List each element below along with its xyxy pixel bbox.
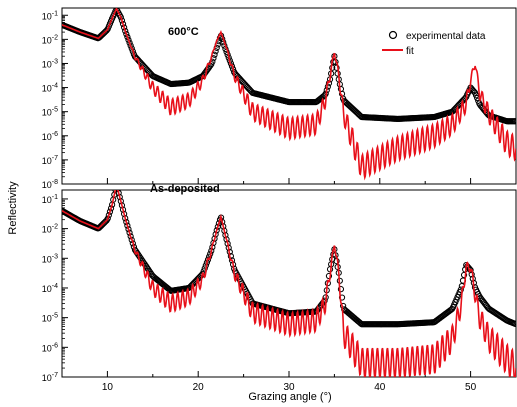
- data-point: [325, 272, 333, 280]
- legend-marker-experimental: [388, 30, 398, 40]
- panel-annotation: As-deposited: [150, 183, 220, 195]
- data-point: [204, 256, 212, 263]
- x-tick-label: 50: [465, 382, 477, 393]
- data-point: [117, 14, 124, 21]
- y-tick-label: 10-2: [42, 224, 58, 235]
- x-axis-label: Grazing angle (°): [248, 391, 331, 403]
- experimental-series: [62, 8, 516, 125]
- y-tick-label: 10-4: [42, 83, 58, 94]
- data-point: [512, 320, 516, 328]
- y-tick-label: 10-4: [42, 283, 58, 294]
- y-tick-label: 10-6: [42, 131, 58, 142]
- data-point: [457, 286, 464, 293]
- data-point: [227, 60, 234, 67]
- data-point: [460, 271, 468, 279]
- legend: experimental data fit: [382, 30, 486, 57]
- fit-line: [62, 8, 516, 181]
- plot-frame: [61, 189, 517, 378]
- data-point: [123, 30, 130, 38]
- data-point: [223, 236, 230, 243]
- x-tick-label: 30: [283, 382, 295, 393]
- data-point: [125, 36, 132, 43]
- data-point: [512, 118, 516, 125]
- fit-line: [62, 190, 516, 377]
- experimental-series: [62, 182, 516, 328]
- y-tick-label: 10-5: [42, 313, 58, 324]
- x-tick-label: 40: [374, 382, 386, 393]
- y-axis-label: Reflectivity: [7, 181, 19, 235]
- data-point: [467, 267, 474, 274]
- y-tick-label: 10-3: [42, 253, 58, 264]
- data-point: [128, 45, 135, 52]
- data-point: [114, 182, 119, 187]
- data-point: [325, 80, 333, 87]
- y-tick-label: 10-3: [42, 58, 58, 69]
- data-point: [128, 236, 135, 243]
- y-tick-label: 10-1: [42, 10, 58, 21]
- data-point: [201, 265, 208, 272]
- y-tick-label: 10-7: [42, 372, 58, 383]
- legend-label-experimental: experimental data: [406, 31, 486, 42]
- y-tick-label: 10-8: [42, 179, 58, 190]
- panel-600c: 10-1 10-2 10-3 10-4 10-5 10-6 10-7 10-8 600°C: [42, 7, 517, 190]
- y-tick-label: 10-7: [42, 155, 58, 166]
- y-tick-label: 10-5: [42, 107, 58, 118]
- panel-annotation: 600°C: [168, 26, 199, 38]
- data-point: [333, 64, 340, 71]
- y-tick-label: 10-6: [42, 342, 58, 353]
- y-tick-label: 10-2: [42, 34, 58, 45]
- data-point: [228, 257, 236, 264]
- x-tick-label: 20: [193, 382, 205, 393]
- y-tick-label: 10-1: [42, 194, 58, 205]
- x-tick-label: 10: [102, 382, 114, 393]
- data-point: [124, 33, 131, 41]
- data-point: [127, 42, 134, 49]
- data-point: [337, 286, 345, 293]
- data-point: [228, 63, 236, 70]
- legend-label-fit: fit: [406, 46, 414, 57]
- panel-as-deposited: 10-1 10-2 10-3 10-4 10-5 10-6 10-7 10 20 30 40 50 As…: [42, 182, 517, 393]
